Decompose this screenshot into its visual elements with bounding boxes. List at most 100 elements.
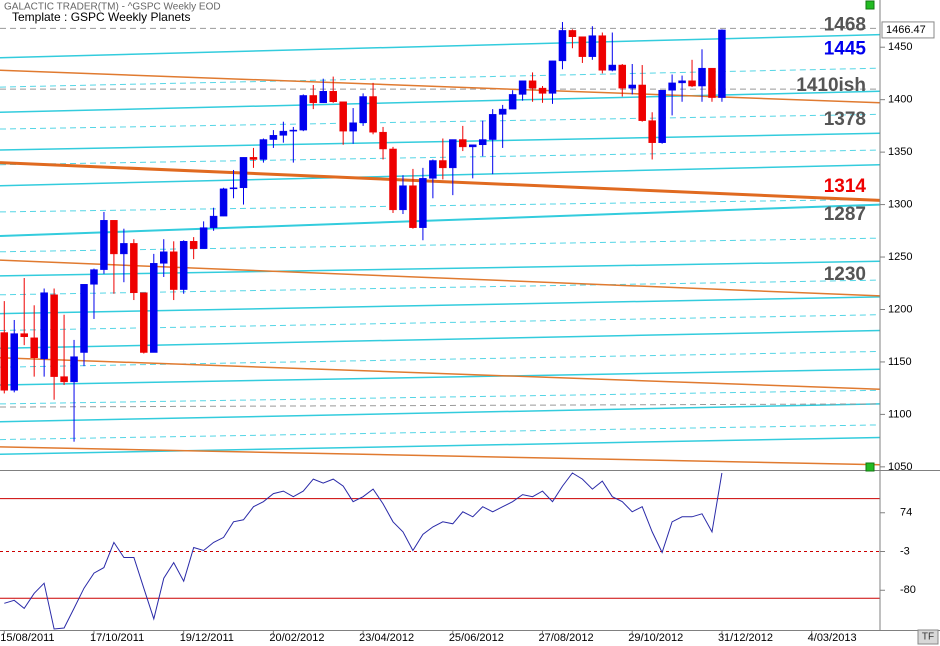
candle-body — [618, 64, 627, 89]
y-tick-label: 1050 — [888, 461, 912, 473]
planet-line — [0, 67, 880, 88]
candle-body — [578, 36, 587, 57]
candle-body — [90, 269, 98, 285]
planet-line — [0, 424, 880, 441]
candle-body — [299, 95, 308, 131]
tf-button-label[interactable]: TF — [922, 632, 934, 643]
planet-line — [0, 279, 880, 296]
y-tick-label: 1150 — [888, 356, 912, 368]
candle-body — [459, 139, 467, 148]
candle-body — [658, 89, 666, 143]
planet-line — [0, 368, 880, 386]
candle-body — [130, 243, 138, 293]
candle-body — [548, 60, 557, 94]
y-tick-label: 1100 — [888, 408, 912, 420]
planet-line — [0, 403, 880, 408]
candle-body — [269, 135, 278, 140]
planet-line — [0, 149, 880, 166]
planet-line — [0, 69, 880, 104]
candle-body — [369, 96, 377, 133]
planet-line — [0, 161, 880, 202]
candle-body — [329, 91, 337, 103]
x-tick-label: 19/12/2011 — [180, 632, 234, 644]
oscillator-panel — [0, 472, 880, 630]
candle-body — [309, 95, 318, 104]
candle-body — [150, 263, 158, 353]
candle-body — [638, 84, 646, 121]
planet-line — [0, 132, 880, 151]
candle-body — [199, 227, 208, 249]
candle-body — [319, 91, 327, 104]
template-name: Template : GSPC Weekly Planets — [12, 10, 191, 24]
x-tick-label: 31/12/2012 — [718, 632, 773, 644]
planet-line — [0, 90, 880, 114]
planet-line — [0, 356, 880, 390]
candle-body — [10, 333, 18, 391]
x-tick-label: 4/03/2013 — [808, 632, 857, 644]
candle-body — [289, 129, 298, 132]
candle-body — [488, 114, 497, 140]
candle-body — [498, 108, 507, 115]
y-tick-label: 1300 — [888, 198, 912, 210]
candle-body — [449, 139, 457, 169]
candle-body — [50, 294, 58, 377]
candle-body — [678, 80, 686, 84]
resize-handle[interactable] — [865, 462, 875, 472]
candle-body — [349, 122, 357, 132]
candle-body — [120, 243, 128, 255]
candle-body — [568, 30, 577, 37]
candle-body — [110, 220, 118, 255]
candle-body — [209, 215, 218, 228]
tf-button[interactable] — [917, 629, 939, 645]
y-tick-label: 1250 — [888, 251, 912, 263]
level-annotation: 1410ish — [796, 75, 866, 96]
planet-line — [0, 314, 880, 331]
y-tick-label: 1400 — [888, 94, 912, 106]
candle-body — [179, 241, 188, 290]
planet-line — [0, 237, 880, 253]
candle-body — [469, 144, 477, 148]
level-annotation: 1468 — [824, 14, 866, 35]
candle-body — [518, 80, 527, 95]
candle-body — [169, 251, 178, 290]
candle-body — [399, 185, 407, 211]
candle-body — [0, 332, 9, 391]
y-tick-label: 74 — [900, 507, 912, 519]
resize-handle[interactable] — [865, 0, 875, 10]
candle-body — [558, 30, 567, 62]
candle-body — [259, 139, 268, 160]
planet-line — [0, 446, 880, 466]
y-tick-label: 1450 — [888, 41, 912, 53]
x-tick-label: 25/06/2012 — [449, 632, 504, 644]
candle-body — [70, 356, 78, 383]
candle-body — [608, 64, 617, 71]
candle-body — [538, 87, 547, 94]
candle-body — [339, 101, 347, 132]
candle-body — [219, 188, 228, 217]
level-annotation: 1230 — [824, 264, 866, 285]
candle-body — [718, 29, 726, 98]
candle-body — [60, 376, 68, 383]
candle-body — [528, 80, 537, 89]
planet-line — [0, 198, 880, 213]
x-tick-label: 23/04/2012 — [359, 632, 414, 644]
planet-line — [0, 259, 880, 297]
x-tick-label: 27/08/2012 — [539, 632, 594, 644]
candle-body — [160, 251, 168, 264]
price-panel: 1468 1445 1410ish 1378 1314 1287 1230 — [0, 14, 880, 466]
planet-line — [0, 403, 880, 423]
candle-body — [668, 82, 676, 91]
planet-line — [0, 389, 880, 405]
planet-line — [0, 163, 880, 187]
planet-line — [0, 436, 880, 456]
candle-body — [439, 160, 447, 169]
level-annotation: 1445 — [824, 38, 867, 59]
candle-body — [628, 84, 636, 89]
planet-line — [0, 260, 880, 277]
candle-body — [429, 160, 437, 179]
app-title: GALACTIC TRADER(TM) - ^GSPC Weekly EOD — [4, 2, 221, 13]
candle-body — [379, 131, 387, 150]
